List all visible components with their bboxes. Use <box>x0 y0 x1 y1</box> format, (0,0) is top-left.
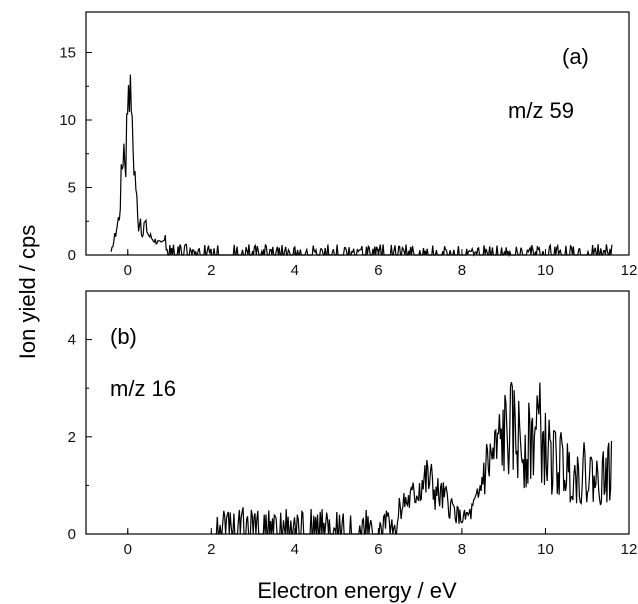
panel-a-x-tick-label: 10 <box>537 262 554 279</box>
panel-a-x-tick-label: 8 <box>458 262 466 279</box>
panel-a-series-line <box>110 74 613 258</box>
panel-a-label: (a) <box>562 44 589 69</box>
panel-a-y-tick-label: 15 <box>59 45 76 62</box>
panel-b-frame <box>85 290 630 535</box>
panel-b-annotation: m/z 16 <box>110 376 176 401</box>
panel-a-x-tick-label: 0 <box>124 262 132 279</box>
panel-b-x-tick-label: 4 <box>291 541 299 558</box>
panel-b-y-tick-label: 0 <box>68 526 76 543</box>
panel-a-y-tick-label: 0 <box>68 247 76 264</box>
panel-a-ticks: 0 2 4 6 8 10 12 0 5 10 15 <box>59 45 637 280</box>
panel-b-x-tick-label: 2 <box>207 541 215 558</box>
panel-b: 0 2 4 6 8 10 12 0 2 4 (b) m/z 16 <box>68 290 638 558</box>
panel-b-x-tick-label: 12 <box>621 541 638 558</box>
panel-a-x-tick-label: 2 <box>207 262 215 279</box>
panel-b-x-tick-label: 8 <box>458 541 466 558</box>
panel-b-label: (b) <box>110 324 137 349</box>
panel-b-y-tick-label: 2 <box>68 429 76 446</box>
panel-a-y-tick-label: 5 <box>68 180 76 197</box>
panel-a-x-tick-label: 6 <box>374 262 382 279</box>
panel-a-frame <box>85 11 630 256</box>
panel-b-ticks: 0 2 4 6 8 10 12 0 2 4 <box>68 332 638 558</box>
panel-a-x-tick-label: 4 <box>291 262 299 279</box>
panel-a: 0 2 4 6 8 10 12 0 5 10 15 (a) m/z 59 <box>59 11 637 280</box>
panel-b-y-tick-label: 4 <box>68 332 76 349</box>
panel-b-x-tick-label: 0 <box>124 541 132 558</box>
panel-a-annotation: m/z 59 <box>508 98 574 123</box>
y-axis-title: Ion yield / cps <box>15 225 40 360</box>
x-axis-title: Electron energy / eV <box>257 578 457 603</box>
panel-b-series-line <box>215 381 613 535</box>
panel-a-y-tick-label: 10 <box>59 112 76 129</box>
panel-a-x-tick-label: 12 <box>621 262 638 279</box>
panel-b-x-tick-label: 6 <box>374 541 382 558</box>
panel-b-x-tick-label: 10 <box>537 541 554 558</box>
